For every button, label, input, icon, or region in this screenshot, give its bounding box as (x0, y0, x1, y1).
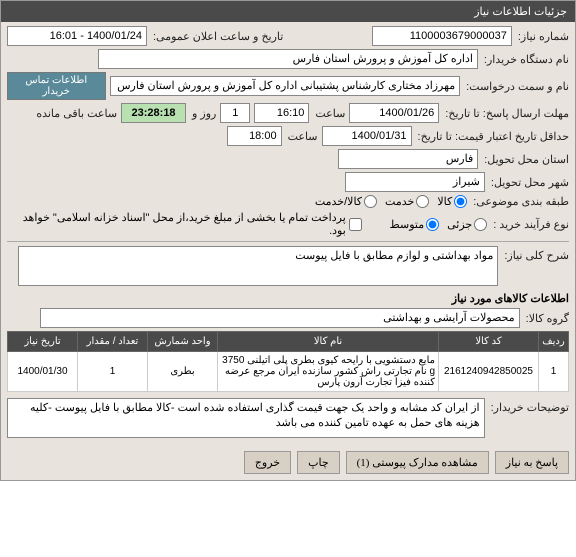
service-radio[interactable] (416, 195, 429, 208)
validity-time-value: 18:00 (227, 126, 282, 146)
contact-buyer-button[interactable]: اطلاعات تماس خریدار (7, 72, 106, 100)
details-panel: جزئیات اطلاعات نیاز شماره نیاز: 11000036… (0, 0, 576, 481)
col-qty: تعداد / مقدار (78, 332, 148, 352)
col-row: ردیف (539, 332, 569, 352)
deadline-label: مهلت ارسال پاسخ: تا تاریخ: (443, 107, 569, 120)
attachments-button[interactable]: مشاهده مدارک پیوستی (1) (346, 451, 489, 474)
process-type-group: جزئی متوسط (390, 218, 488, 231)
respond-button[interactable]: پاسخ به نیاز (495, 451, 569, 474)
process-type-label: نوع فرآیند خرید : (491, 218, 569, 231)
budget-type-group: کالا خدمت کالا/خدمت (315, 195, 467, 208)
remaining-days: 1 (220, 103, 250, 123)
time-label-2: ساعت (286, 130, 318, 143)
treasury-checkbox-wrap: پرداخت تمام یا بخشی از مبلغ خرید،از محل … (7, 211, 362, 237)
cell-unit: بطری (148, 352, 218, 392)
buyer-name-value: اداره کل آموزش و پرورش استان فارس (98, 49, 478, 69)
cell-qty: 1 (78, 352, 148, 392)
need-number-label: شماره نیاز: (516, 30, 569, 43)
low-radio-label[interactable]: جزئی (447, 218, 487, 231)
group-value: محصولات آرایشی و بهداشتی (40, 308, 520, 328)
validity-label: حداقل تاریخ اعتبار قیمت: تا تاریخ: (416, 130, 569, 143)
medium-radio[interactable] (426, 218, 439, 231)
remaining-label: ساعت باقی مانده (34, 107, 117, 120)
need-title-value: مواد بهداشتی و لوازم مطابق با فایل پیوست (18, 246, 498, 286)
treasury-note: پرداخت تمام یا بخشی از مبلغ خرید،از محل … (7, 211, 346, 237)
need-title-label: شرح کلی نیاز: (502, 246, 569, 262)
cell-code: 2161240942850025 (439, 352, 539, 392)
footer-bar: پاسخ به نیاز مشاهده مدارک پیوستی (1) چاپ… (1, 445, 575, 480)
need-number-value: 1100003679000037 (372, 26, 512, 46)
deadline-time-value: 16:10 (254, 103, 309, 123)
close-button[interactable]: خروج (244, 451, 291, 474)
group-label: گروه کالا: (524, 312, 569, 325)
announce-date-label: تاریخ و ساعت اعلان عمومی: (151, 30, 283, 43)
province-label: استان محل تحویل: (482, 153, 569, 166)
goods-radio-label[interactable]: کالا (437, 195, 467, 208)
goods-section-title: اطلاعات کالاهای مورد نیاز (7, 292, 569, 305)
panel-header: جزئیات اطلاعات نیاز (1, 1, 575, 22)
print-button[interactable]: چاپ (297, 451, 340, 474)
buyer-notes-value: از ایران کد مشابه و واحد یک جهت قیمت گذا… (7, 398, 485, 438)
goods-service-radio-label[interactable]: کالا/خدمت (315, 195, 377, 208)
buyer-notes-label: توضیحات خریدار: (489, 398, 569, 414)
panel-content: شماره نیاز: 1100003679000037 تاریخ و ساع… (1, 22, 575, 445)
days-and-label: روز و (190, 107, 216, 120)
table-row: 1 2161240942850025 مایع دستشویی با رایحه… (8, 352, 569, 392)
col-date: تاریخ نیاز (8, 332, 78, 352)
low-radio[interactable] (474, 218, 487, 231)
remaining-time: 23:28:18 (121, 103, 186, 123)
medium-radio-label[interactable]: متوسط (390, 218, 440, 231)
validity-date-value: 1400/01/31 (322, 126, 412, 146)
goods-service-radio[interactable] (364, 195, 377, 208)
buyer-name-label: نام دستگاه خریدار: (482, 53, 569, 66)
cell-date: 1400/01/30 (8, 352, 78, 392)
col-name: نام کالا (218, 332, 439, 352)
panel-title: جزئیات اطلاعات نیاز (474, 6, 567, 18)
service-radio-label[interactable]: خدمت (385, 195, 429, 208)
items-table: ردیف کد کالا نام کالا واحد شمارش تعداد /… (7, 331, 569, 392)
cell-idx: 1 (539, 352, 569, 392)
city-value: شیراز (345, 172, 485, 192)
deadline-date-value: 1400/01/26 (349, 103, 439, 123)
divider-1 (7, 241, 569, 242)
treasury-checkbox[interactable] (349, 218, 362, 231)
budget-type-label: طبقه بندی موضوعی: (471, 195, 569, 208)
cell-name: مایع دستشویی با رایحه کیوی بطری پلی اتیل… (218, 352, 439, 392)
time-label-1: ساعت (313, 107, 345, 120)
requester-label: نام و سمت درخواست: (464, 80, 569, 93)
announce-date-value: 1400/01/24 - 16:01 (7, 26, 147, 46)
col-unit: واحد شمارش (148, 332, 218, 352)
requester-value: مهرزاد مختاری کارشناس پشتیبانی اداره کل … (110, 76, 461, 96)
col-code: کد کالا (439, 332, 539, 352)
province-value: فارس (338, 149, 478, 169)
city-label: شهر محل تحویل: (489, 176, 569, 189)
goods-radio[interactable] (454, 195, 467, 208)
